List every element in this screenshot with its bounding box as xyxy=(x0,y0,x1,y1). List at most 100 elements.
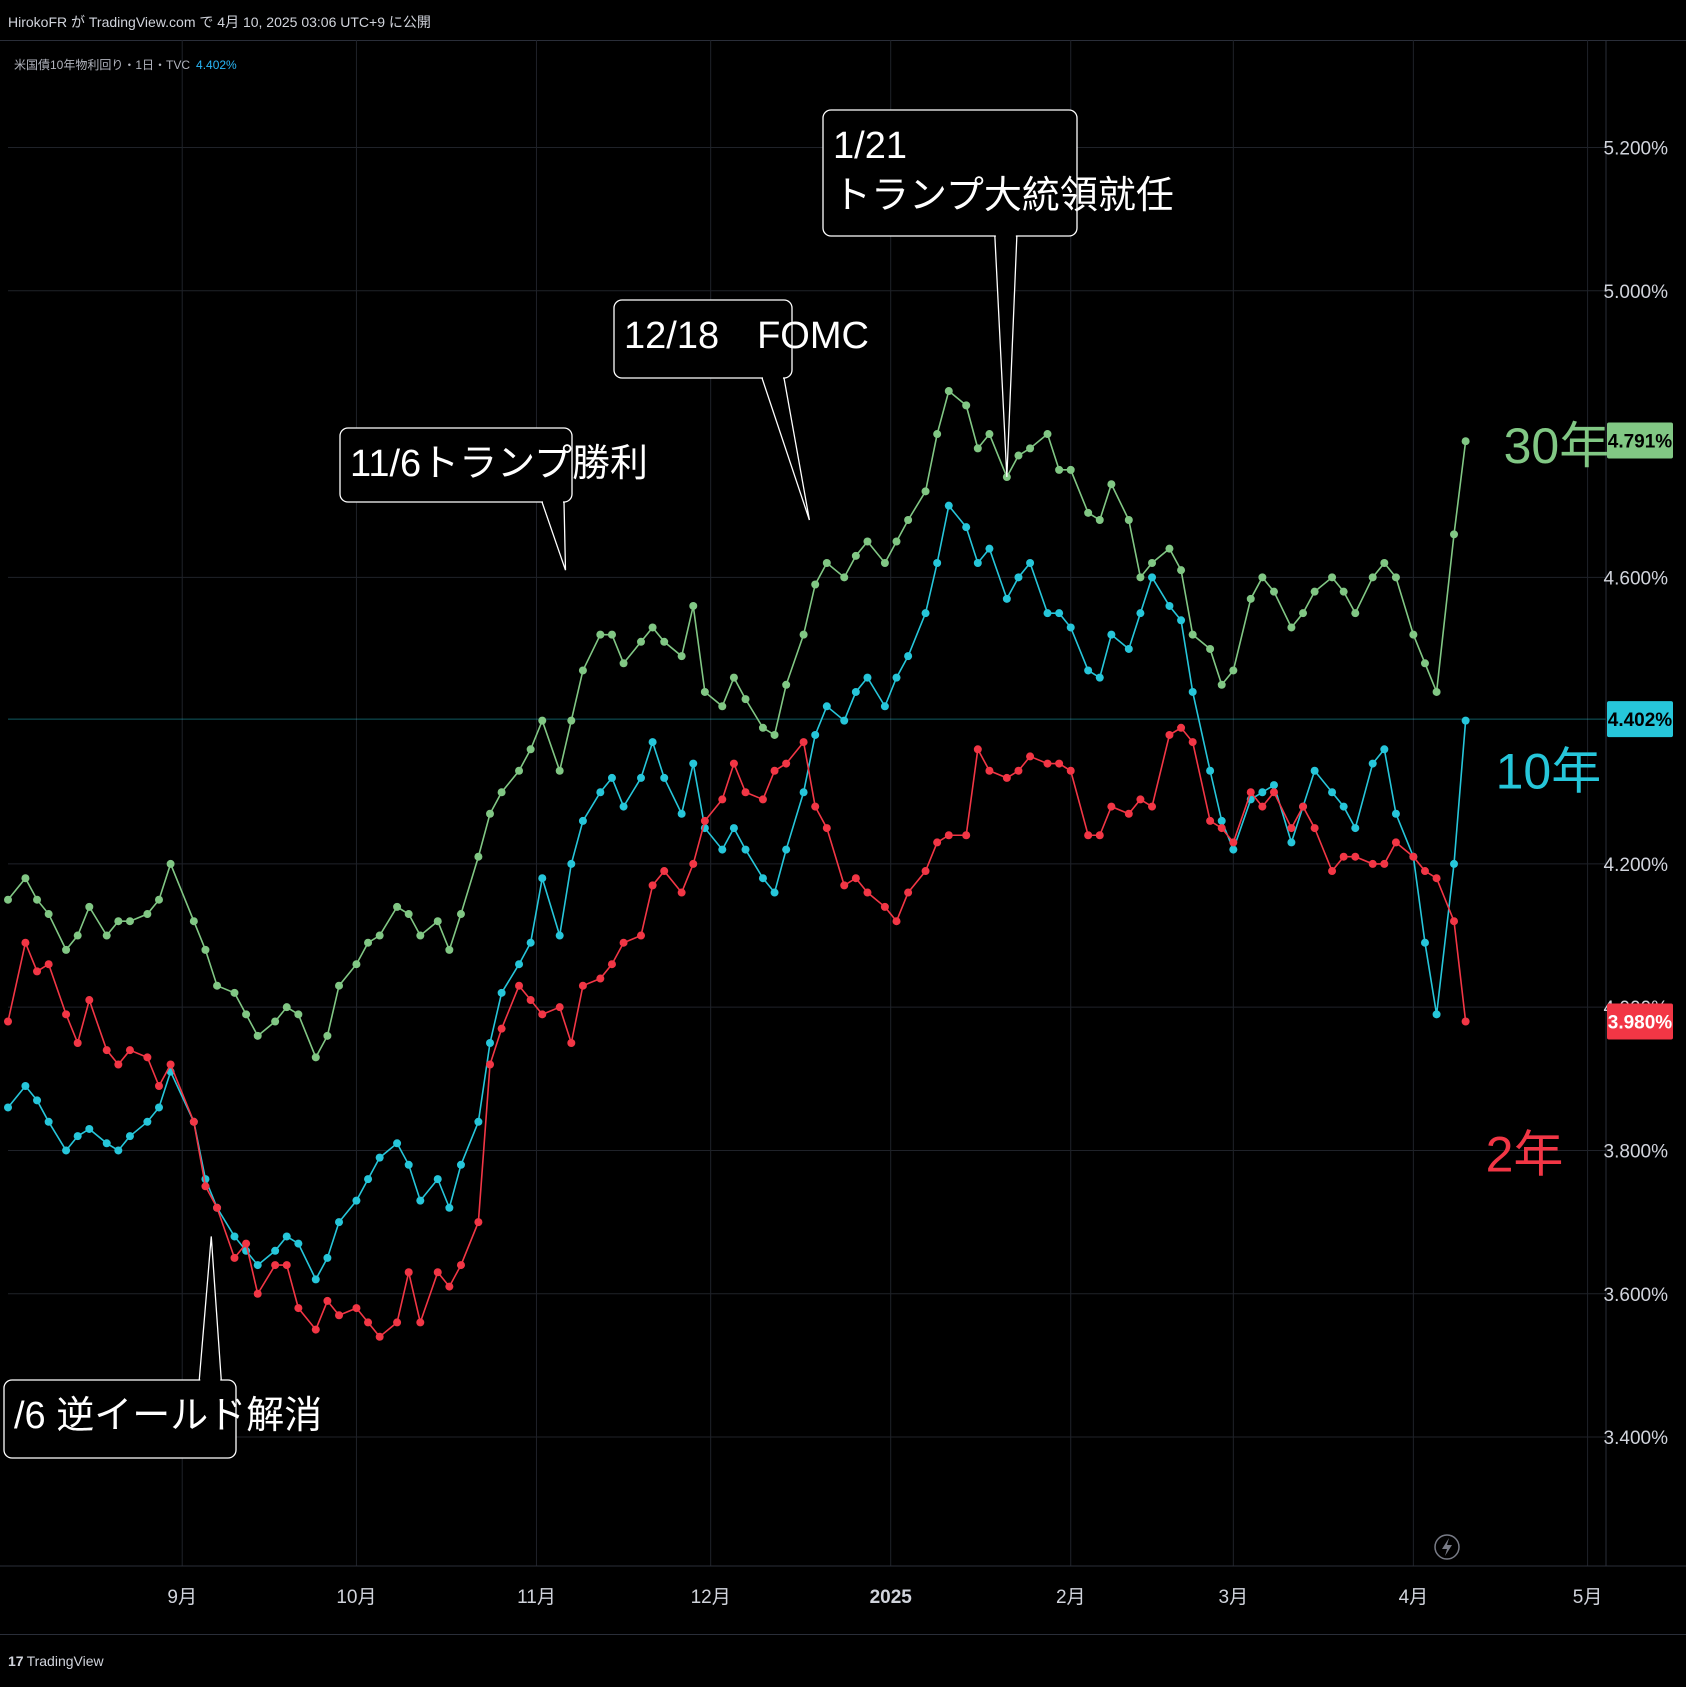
tradingview-mark: 17 xyxy=(8,1653,24,1669)
data-point xyxy=(1420,938,1429,947)
data-point xyxy=(1095,831,1104,840)
data-point xyxy=(1165,544,1174,553)
x-tick-label: 11月 xyxy=(517,1587,556,1608)
data-point xyxy=(294,1239,303,1248)
data-point xyxy=(416,1318,425,1327)
data-point xyxy=(515,981,524,990)
data-point xyxy=(1258,573,1267,582)
data-point xyxy=(189,1117,198,1126)
data-point xyxy=(741,845,750,854)
data-point xyxy=(1014,766,1023,775)
x-tick-label: 12月 xyxy=(691,1587,731,1608)
data-point xyxy=(114,1146,123,1155)
data-point xyxy=(567,716,576,725)
data-point xyxy=(73,1039,82,1048)
data-point xyxy=(1258,802,1267,811)
data-point xyxy=(1380,745,1389,754)
data-point xyxy=(213,1203,222,1212)
annotation-text: 12/18 FOMC xyxy=(624,315,869,357)
data-point xyxy=(1368,859,1377,868)
data-point xyxy=(242,1239,251,1248)
data-point xyxy=(33,967,42,976)
data-point xyxy=(433,1175,442,1184)
price-tags: 4.791% 4.402% 3.980% xyxy=(1607,422,1673,1040)
data-point xyxy=(660,867,669,876)
data-point xyxy=(758,723,767,732)
data-point xyxy=(944,831,953,840)
data-point xyxy=(416,931,425,940)
data-point xyxy=(985,430,994,439)
data-point xyxy=(474,1117,483,1126)
chart-annotations: 11/6トランプ勝利 12/18 FOMC 1/21 トランプ大統領就任/6 逆イール… xyxy=(3,109,1174,1459)
data-point xyxy=(73,1132,82,1141)
data-point xyxy=(718,845,727,854)
tradingview-logo[interactable]: 17 TradingView xyxy=(8,1653,104,1669)
data-point xyxy=(1246,788,1255,797)
data-point xyxy=(1148,573,1157,582)
y-tick-label: 3.400% xyxy=(1604,1428,1669,1449)
data-point xyxy=(596,974,605,983)
data-point xyxy=(1095,516,1104,525)
data-point xyxy=(636,637,645,646)
data-point xyxy=(4,1103,12,1112)
data-point xyxy=(596,788,605,797)
data-point xyxy=(1148,558,1157,567)
y-tick-label: 4.600% xyxy=(1604,568,1669,589)
data-point xyxy=(1014,573,1023,582)
annotation-callout: 1/21 トランプ大統領就任 xyxy=(822,109,1174,478)
annotation-text: 11/6トランプ勝利 xyxy=(350,443,648,485)
data-point xyxy=(375,931,384,940)
data-point xyxy=(474,852,483,861)
data-point xyxy=(892,537,901,546)
data-point xyxy=(1461,716,1470,725)
data-point xyxy=(729,824,738,833)
price-tag-1: 4.791% xyxy=(1608,431,1673,452)
data-point xyxy=(114,1060,123,1069)
x-tick-label: 10月 xyxy=(336,1587,376,1608)
data-point xyxy=(404,910,413,919)
data-point xyxy=(271,1246,280,1255)
data-point xyxy=(1461,437,1470,446)
data-point xyxy=(555,766,564,775)
data-point xyxy=(892,673,901,682)
x-tick-label: 3月 xyxy=(1219,1587,1249,1608)
data-point xyxy=(1136,573,1145,582)
data-point xyxy=(311,1325,320,1334)
data-point xyxy=(619,802,628,811)
lightning-icon xyxy=(1434,1534,1460,1560)
data-point xyxy=(1391,838,1400,847)
data-point xyxy=(102,1046,111,1055)
data-point xyxy=(114,917,123,926)
data-point xyxy=(1217,824,1226,833)
chart-axes: 3.400%3.600%3.800%4.000%4.200%4.600%5.00… xyxy=(0,40,1686,1608)
y-tick-label: 5.000% xyxy=(1604,282,1669,303)
data-point xyxy=(102,1139,111,1148)
annotation-pointer xyxy=(198,1236,222,1381)
data-point xyxy=(1002,594,1011,603)
data-point xyxy=(1229,838,1238,847)
chart-grid xyxy=(8,40,1606,1566)
data-point xyxy=(1206,644,1215,653)
data-point xyxy=(433,917,442,926)
data-point xyxy=(282,1003,291,1012)
data-point xyxy=(62,1010,71,1019)
data-point xyxy=(85,902,94,911)
data-point xyxy=(1055,759,1064,768)
data-point xyxy=(677,809,686,818)
annotation-text: /6 逆イールド解消 xyxy=(14,1395,322,1437)
data-point xyxy=(1026,444,1035,453)
y-tick-label: 5.200% xyxy=(1604,138,1669,159)
data-point xyxy=(700,816,709,825)
data-point xyxy=(677,652,686,661)
data-point xyxy=(166,859,175,868)
data-point xyxy=(880,902,889,911)
data-point xyxy=(526,938,535,947)
footer: 17 TradingView xyxy=(0,1634,1686,1687)
data-point xyxy=(486,1060,495,1069)
data-point xyxy=(811,730,820,739)
data-point xyxy=(799,630,808,639)
data-point xyxy=(689,859,698,868)
data-point xyxy=(904,888,913,897)
data-point xyxy=(44,1117,53,1126)
